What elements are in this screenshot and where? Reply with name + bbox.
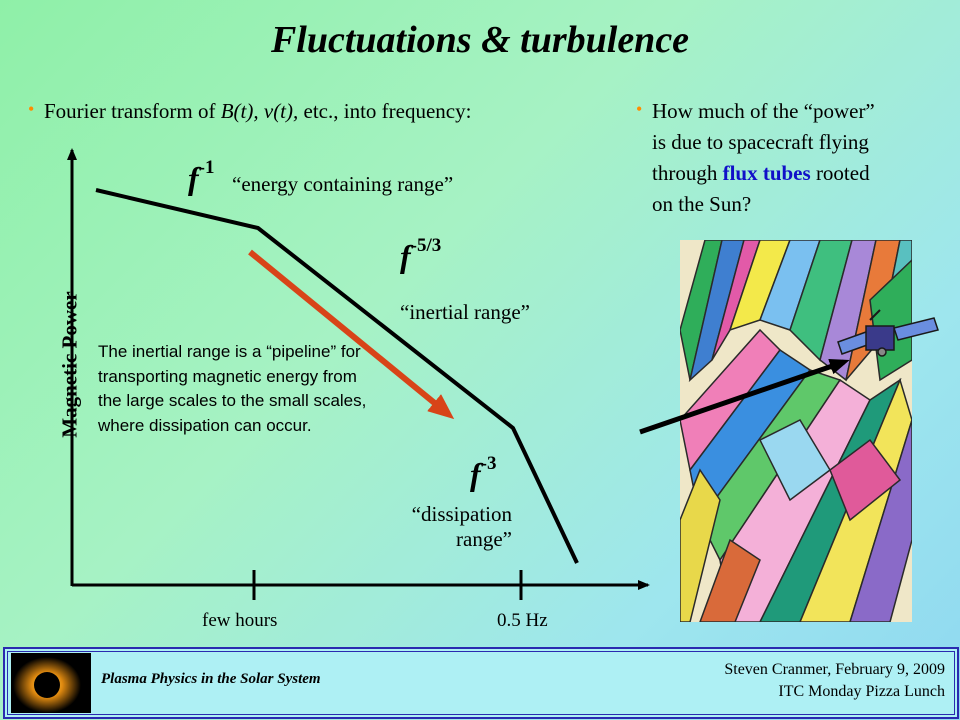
spectrum-diagram [67,148,939,622]
author-line-1: Steven Cranmer, February 9, 2009 [724,661,945,678]
bullet-power-question: • How much of the “power” is due to spac… [636,96,952,220]
bullet-fourier-pre: Fourier transform of [44,99,221,123]
solar-eclipse-logo [11,653,91,713]
inertial-range-label: “inertial range” [400,300,530,324]
energy-cascade-arrow [248,249,455,420]
slide-title: Fluctuations & turbulence [270,19,690,61]
energy-range-label: “energy containing range” [232,172,454,196]
course-title: Plasma Physics in the Solar System [101,671,321,687]
question-line-1: How much of the “power” [652,99,875,123]
x-tick-half-hz: 0.5 Hz [497,610,548,631]
flux-tubes-image [680,240,912,622]
bullet-dot: • [636,99,643,119]
flux-tubes-highlight: flux tubes [722,161,811,185]
exponent-value: -1 [198,157,215,179]
footer-bar: Plasma Physics in the Solar System Steve… [3,647,959,719]
footer-inner-border [7,651,955,715]
question-line-3: through flux tubes rooted [652,158,952,189]
question-line-4: on the Sun? [652,192,752,216]
exponent-value: -5/3 [410,235,442,257]
question-line-2: is due to spacecraft flying [652,130,869,154]
dissipation-range-label: “dissipation range” [382,502,512,552]
bullet-fourier-math: B(t), v(t), [220,99,299,123]
bullet-fourier: • Fourier transform of B(t), v(t), etc.,… [28,96,472,127]
x-tick-few-hours: few hours [202,610,278,631]
question-line-3-pre: through [652,161,723,185]
author-info: Steven Cranmer, February 9, 2009 ITC Mon… [724,659,945,703]
dissipation-label-line1: “dissipation [411,502,512,526]
bullet-fourier-post: etc., into frequency: [298,99,472,123]
spectrum-line [95,188,579,564]
exponent-value: -3 [480,453,497,475]
inertial-range-note: The inertial range is a “pipeline” for t… [98,342,367,435]
author-line-2: ITC Monday Pizza Lunch [778,683,945,700]
bullet-dot: • [28,99,35,119]
exponent-label-dissipation: f-3 [470,453,497,492]
question-line-3-post: rooted [810,161,870,185]
pointer-arrow [639,358,850,435]
dissipation-label-line2: range” [456,527,512,551]
spacecraft-icon [837,309,939,357]
exponent-label-energy: f-1 [188,157,215,196]
exponent-label-inertial: f-5/3 [400,235,442,274]
y-axis-label: Magnetic Power [57,291,82,438]
